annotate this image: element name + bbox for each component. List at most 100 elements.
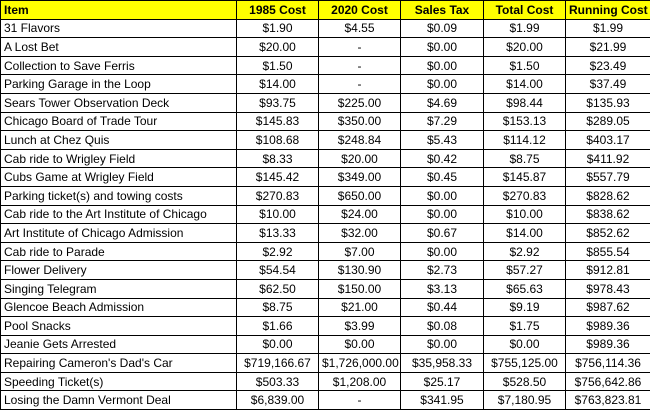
cell-1985-cost[interactable]: $13.33 xyxy=(236,223,319,243)
cell-2020-cost[interactable]: $130.90 xyxy=(318,260,401,280)
cell-2020-cost[interactable]: $7.00 xyxy=(318,241,401,262)
cell-2020-cost[interactable]: $248.84 xyxy=(318,130,401,150)
cell-running-cost[interactable]: $756,114.36 xyxy=(565,353,650,373)
cell-1985-cost[interactable]: $270.83 xyxy=(236,185,319,206)
cell-sales-tax[interactable]: $0.45 xyxy=(400,167,484,187)
cell-item[interactable]: Losing the Damn Vermont Deal xyxy=(0,390,237,410)
cell-total-cost[interactable]: $755,125.00 xyxy=(483,353,566,373)
cell-total-cost[interactable]: $270.83 xyxy=(483,185,566,206)
cell-1985-cost[interactable]: $503.33 xyxy=(236,371,319,392)
cell-running-cost[interactable]: $838.62 xyxy=(565,204,650,225)
cell-total-cost[interactable]: $98.44 xyxy=(483,92,566,113)
header-total-cost[interactable]: Total Cost xyxy=(483,0,566,20)
cell-2020-cost[interactable]: - xyxy=(318,37,401,57)
cell-2020-cost[interactable]: $21.00 xyxy=(318,297,401,318)
cell-sales-tax[interactable]: $4.69 xyxy=(400,92,484,113)
cell-total-cost[interactable]: $1.50 xyxy=(483,55,566,76)
cell-2020-cost[interactable]: - xyxy=(318,55,401,76)
cell-running-cost[interactable]: $21.99 xyxy=(565,37,650,57)
cell-2020-cost[interactable]: $225.00 xyxy=(318,92,401,113)
cell-1985-cost[interactable]: $1.50 xyxy=(236,55,319,76)
header-sales-tax[interactable]: Sales Tax xyxy=(400,0,484,20)
cell-2020-cost[interactable]: $32.00 xyxy=(318,223,401,243)
cell-2020-cost[interactable]: $349.00 xyxy=(318,167,401,187)
cell-sales-tax[interactable]: $0.00 xyxy=(400,185,484,206)
cell-running-cost[interactable]: $557.79 xyxy=(565,167,650,187)
cell-item[interactable]: Singing Telegram xyxy=(0,278,237,299)
cell-total-cost[interactable]: $153.13 xyxy=(483,111,566,132)
cell-total-cost[interactable]: $1.75 xyxy=(483,316,566,336)
cell-1985-cost[interactable]: $2.92 xyxy=(236,241,319,262)
cell-1985-cost[interactable]: $0.00 xyxy=(236,334,319,355)
cell-total-cost[interactable]: $8.75 xyxy=(483,148,566,169)
cell-total-cost[interactable]: $57.27 xyxy=(483,260,566,280)
cell-running-cost[interactable]: $912.81 xyxy=(565,260,650,280)
cell-sales-tax[interactable]: $0.08 xyxy=(400,316,484,336)
cell-1985-cost[interactable]: $93.75 xyxy=(236,92,319,113)
cell-total-cost[interactable]: $7,180.95 xyxy=(483,390,566,410)
cell-running-cost[interactable]: $989.36 xyxy=(565,316,650,336)
header-item[interactable]: Item xyxy=(0,0,237,20)
cell-item[interactable]: Flower Delivery xyxy=(0,260,237,280)
cell-2020-cost[interactable]: $4.55 xyxy=(318,18,401,39)
cell-running-cost[interactable]: $978.43 xyxy=(565,278,650,299)
cell-total-cost[interactable]: $528.50 xyxy=(483,371,566,392)
cell-1985-cost[interactable]: $54.54 xyxy=(236,260,319,280)
cell-1985-cost[interactable]: $62.50 xyxy=(236,278,319,299)
cell-item[interactable]: Cab ride to the Art Institute of Chicago xyxy=(0,204,237,225)
cell-1985-cost[interactable]: $10.00 xyxy=(236,204,319,225)
cell-running-cost[interactable]: $855.54 xyxy=(565,241,650,262)
cell-total-cost[interactable]: $65.63 xyxy=(483,278,566,299)
cell-running-cost[interactable]: $987.62 xyxy=(565,297,650,318)
cell-sales-tax[interactable]: $0.00 xyxy=(400,204,484,225)
cell-item[interactable]: Cab ride to Parade xyxy=(0,241,237,262)
cell-sales-tax[interactable]: $0.42 xyxy=(400,148,484,169)
cell-1985-cost[interactable]: $719,166.67 xyxy=(236,353,319,373)
cell-running-cost[interactable]: $1.99 xyxy=(565,18,650,39)
cell-1985-cost[interactable]: $8.75 xyxy=(236,297,319,318)
cell-2020-cost[interactable]: $0.00 xyxy=(318,334,401,355)
cell-item[interactable]: Pool Snacks xyxy=(0,316,237,336)
cell-item[interactable]: Collection to Save Ferris xyxy=(0,55,237,76)
cell-item[interactable]: Glencoe Beach Admission xyxy=(0,297,237,318)
cell-2020-cost[interactable]: $1,726,000.00 xyxy=(318,353,401,373)
cell-1985-cost[interactable]: $145.42 xyxy=(236,167,319,187)
cell-running-cost[interactable]: $828.62 xyxy=(565,185,650,206)
cell-1985-cost[interactable]: $145.83 xyxy=(236,111,319,132)
cell-sales-tax[interactable]: $0.00 xyxy=(400,334,484,355)
cell-sales-tax[interactable]: $0.00 xyxy=(400,74,484,94)
cell-item[interactable]: 31 Flavors xyxy=(0,18,237,39)
cell-1985-cost[interactable]: $8.33 xyxy=(236,148,319,169)
cell-item[interactable]: Jeanie Gets Arrested xyxy=(0,334,237,355)
cell-sales-tax[interactable]: $0.09 xyxy=(400,18,484,39)
cell-running-cost[interactable]: $411.92 xyxy=(565,148,650,169)
cell-1985-cost[interactable]: $14.00 xyxy=(236,74,319,94)
cell-sales-tax[interactable]: $0.00 xyxy=(400,241,484,262)
cell-1985-cost[interactable]: $1.66 xyxy=(236,316,319,336)
cell-total-cost[interactable]: $9.19 xyxy=(483,297,566,318)
cell-total-cost[interactable]: $10.00 xyxy=(483,204,566,225)
cell-item[interactable]: Cubs Game at Wrigley Field xyxy=(0,167,237,187)
cell-running-cost[interactable]: $852.62 xyxy=(565,223,650,243)
cell-running-cost[interactable]: $37.49 xyxy=(565,74,650,94)
cell-1985-cost[interactable]: $108.68 xyxy=(236,130,319,150)
cell-item[interactable]: Chicago Board of Trade Tour xyxy=(0,111,237,132)
cell-item[interactable]: Lunch at Chez Quis xyxy=(0,130,237,150)
cell-total-cost[interactable]: $1.99 xyxy=(483,18,566,39)
cell-running-cost[interactable]: $763,823.81 xyxy=(565,390,650,410)
cell-sales-tax[interactable]: $341.95 xyxy=(400,390,484,410)
cell-2020-cost[interactable]: $1,208.00 xyxy=(318,371,401,392)
cell-total-cost[interactable]: $14.00 xyxy=(483,74,566,94)
header-1985-cost[interactable]: 1985 Cost xyxy=(236,0,319,20)
cell-2020-cost[interactable]: - xyxy=(318,74,401,94)
cell-running-cost[interactable]: $403.17 xyxy=(565,130,650,150)
cell-2020-cost[interactable]: $350.00 xyxy=(318,111,401,132)
cell-total-cost[interactable]: $20.00 xyxy=(483,37,566,57)
cell-sales-tax[interactable]: $0.00 xyxy=(400,37,484,57)
cell-total-cost[interactable]: $145.87 xyxy=(483,167,566,187)
cell-sales-tax[interactable]: $3.13 xyxy=(400,278,484,299)
cell-2020-cost[interactable]: $3.99 xyxy=(318,316,401,336)
cell-item[interactable]: Repairing Cameron's Dad's Car xyxy=(0,353,237,373)
cell-item[interactable]: Sears Tower Observation Deck xyxy=(0,92,237,113)
cell-item[interactable]: A Lost Bet xyxy=(0,37,237,57)
